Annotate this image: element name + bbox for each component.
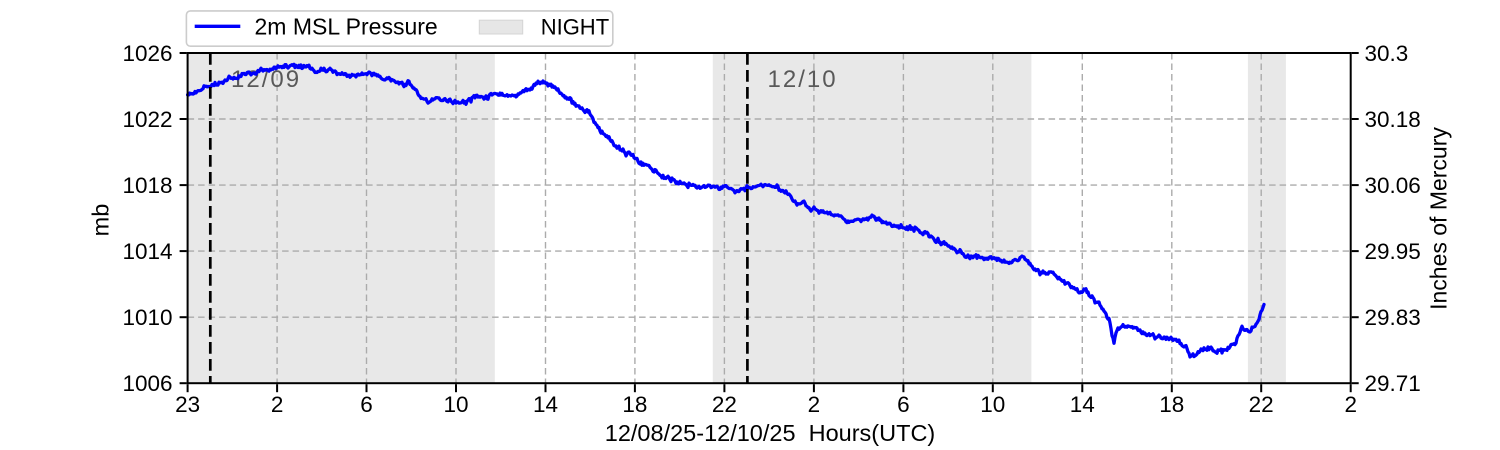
svg-text:30.3: 30.3 xyxy=(1365,41,1409,66)
svg-text:29.95: 29.95 xyxy=(1365,239,1421,264)
svg-text:29.83: 29.83 xyxy=(1365,305,1421,330)
svg-text:2: 2 xyxy=(271,392,284,417)
svg-text:18: 18 xyxy=(1159,392,1184,417)
svg-text:22: 22 xyxy=(1249,392,1274,417)
svg-text:1022: 1022 xyxy=(122,107,172,132)
svg-text:12/10: 12/10 xyxy=(768,66,838,93)
svg-text:1014: 1014 xyxy=(122,239,172,264)
svg-text:12/08/25-12/10/25 Hours(UTC): 12/08/25-12/10/25 Hours(UTC) xyxy=(605,420,935,446)
svg-text:2: 2 xyxy=(808,392,821,417)
svg-text:10: 10 xyxy=(443,392,468,417)
svg-text:6: 6 xyxy=(897,392,910,417)
svg-text:1026: 1026 xyxy=(122,41,172,66)
svg-text:18: 18 xyxy=(622,392,647,417)
svg-text:mb: mb xyxy=(87,204,113,237)
svg-text:6: 6 xyxy=(360,392,373,417)
svg-text:2: 2 xyxy=(1344,392,1357,417)
svg-text:22: 22 xyxy=(712,392,737,417)
svg-text:2m MSL Pressure: 2m MSL Pressure xyxy=(255,14,438,40)
svg-text:Inches of Mercury: Inches of Mercury xyxy=(1426,127,1452,310)
svg-text:NIGHT: NIGHT xyxy=(541,14,609,39)
svg-text:14: 14 xyxy=(533,392,558,417)
svg-text:30.06: 30.06 xyxy=(1365,173,1421,198)
svg-text:10: 10 xyxy=(980,392,1005,417)
svg-text:1018: 1018 xyxy=(122,173,172,198)
svg-text:30.18: 30.18 xyxy=(1365,107,1421,132)
svg-text:14: 14 xyxy=(1070,392,1095,417)
svg-text:23: 23 xyxy=(175,392,200,417)
svg-text:1006: 1006 xyxy=(122,371,172,396)
svg-text:29.71: 29.71 xyxy=(1365,371,1421,396)
svg-text:1010: 1010 xyxy=(122,305,172,330)
